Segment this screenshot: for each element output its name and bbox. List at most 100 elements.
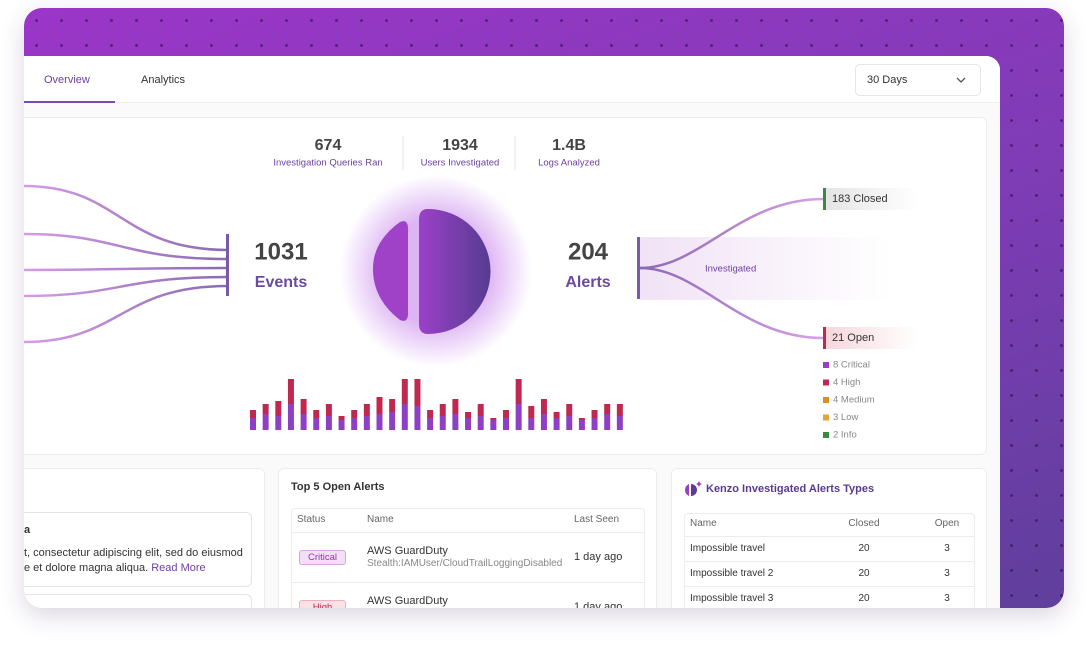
card-title: Top 5 Open Alerts [291, 481, 385, 493]
tab[interactable]: Analytics [141, 74, 186, 86]
open-label: 21 Open [832, 332, 874, 344]
bar-segment [578, 420, 585, 430]
stat-value: 674 [315, 137, 342, 154]
column-header: Closed [848, 518, 880, 529]
note-text: e et dolore magna aliqua. [24, 562, 149, 574]
bar-segment [376, 397, 383, 414]
table-cell: Impossible travel 2 [690, 568, 774, 579]
bar-segment [515, 404, 522, 430]
bar-segment [427, 410, 434, 418]
dashboard-panel: Overview Analytics 30 Days Investigated … [24, 56, 1000, 608]
bar-segment [389, 412, 396, 430]
open-label-bg [823, 327, 918, 349]
table-cell: Impossible travel [690, 543, 766, 554]
stat-value: 1934 [442, 137, 478, 154]
column-header: Last Seen [574, 514, 620, 525]
card-title: Kenzo Investigated Alerts Types [706, 483, 875, 495]
row-divider [291, 582, 645, 583]
table-cell: 3 [944, 593, 950, 604]
last-seen: 1 day ago [574, 601, 623, 608]
bar-segment [503, 418, 509, 430]
bar-segment [528, 418, 535, 430]
alerts-table [291, 508, 645, 608]
bar-segment [414, 379, 421, 406]
bar-segment [250, 410, 256, 418]
bar-segment [465, 412, 472, 418]
bar-segment [477, 404, 484, 416]
alerts-label: Alerts [565, 274, 610, 291]
tab[interactable]: Overview [44, 74, 90, 86]
flow-graphic: Investigated 183 Closed 21 Open 674 Inves… [24, 136, 918, 441]
bar-segment [275, 416, 282, 430]
legend-swatch [823, 432, 829, 438]
legend-swatch [823, 414, 829, 421]
tab-underline [24, 101, 115, 103]
row-divider [684, 536, 975, 537]
bar-segment [401, 404, 408, 430]
date-dropdown[interactable]: 30 Days [855, 64, 981, 96]
row-divider [291, 532, 645, 533]
table-cell: 3 [944, 568, 950, 579]
stat-label: Logs Analyzed [538, 158, 600, 169]
bar-segment [363, 404, 370, 416]
logo-left [372, 221, 409, 321]
alert-detail: Stealth:IAMUser/CloudTrailLoggingDisable… [367, 558, 563, 569]
bar-segment [389, 399, 396, 412]
dropdown-value: 30 Days [867, 74, 908, 86]
bar-segment [300, 414, 307, 430]
bar-segment [540, 399, 547, 414]
events-label: Events [255, 274, 308, 291]
alert-name: AWS GuardDuty [367, 595, 448, 607]
bar-segment [351, 418, 358, 430]
bar-segment [604, 404, 611, 414]
bar-segment [540, 414, 547, 430]
bar-segment [262, 414, 269, 430]
legend-swatch [823, 397, 829, 403]
last-seen: 1 day ago [574, 551, 623, 563]
tab-bar [24, 56, 1000, 103]
bar-segment [376, 414, 383, 430]
bar-segment [465, 418, 472, 430]
bar-segment [439, 404, 446, 416]
alerts-count: 204 [568, 238, 609, 265]
column-header: Name [690, 518, 717, 529]
legend-label: 4 Medium [833, 395, 875, 406]
table-cell: 3 [944, 543, 950, 554]
bar-segment [578, 418, 585, 420]
table-cell: 20 [858, 543, 870, 554]
status-badge: High [299, 600, 346, 608]
purple-frame: Overview Analytics 30 Days Investigated … [24, 8, 1064, 608]
bar-segment [338, 416, 345, 420]
bar-segment [439, 416, 446, 430]
bar-segment [300, 399, 307, 414]
bar-segment [616, 404, 623, 416]
bar-segment [566, 416, 573, 430]
bar-segment [490, 418, 497, 420]
events-count: 1031 [254, 238, 307, 265]
alert-flows [639, 197, 824, 340]
legend-swatch [823, 362, 829, 368]
column-header: Open [934, 518, 960, 529]
note-item [24, 512, 252, 587]
types-table [684, 513, 975, 608]
closed-label-bg [823, 188, 918, 210]
table-cell: Impossible travel 3 [690, 593, 774, 604]
chevron-icon [956, 77, 966, 83]
read-more-link[interactable]: Read More [151, 562, 206, 574]
legend-label: 3 Low [833, 412, 858, 423]
bar-segment [553, 418, 560, 430]
logo-right [419, 209, 491, 334]
closed-label: 183 Closed [832, 193, 888, 205]
bar-segment [604, 414, 611, 430]
note-text: t, consectetur adipiscing elit, sed do e… [24, 547, 243, 559]
alerts-bar [637, 237, 640, 299]
bar-segment [325, 404, 332, 416]
bar-segment [313, 418, 320, 430]
bar-segment [401, 379, 408, 404]
bar-segment [515, 379, 522, 404]
bar-segment [490, 420, 497, 430]
bar-segment [325, 416, 332, 430]
note-title: a [24, 524, 31, 536]
dashboard-content: Overview Analytics 30 Days Investigated … [24, 56, 1000, 608]
